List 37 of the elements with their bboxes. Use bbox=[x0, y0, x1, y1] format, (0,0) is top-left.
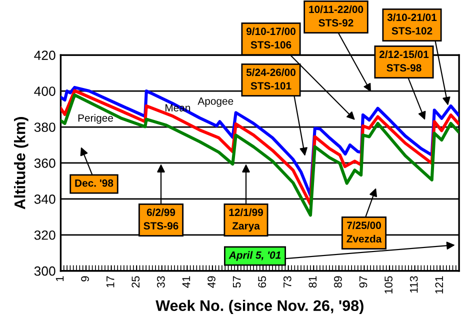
x-tick-label: 73 bbox=[283, 276, 292, 288]
y-tick-label: 320 bbox=[34, 230, 56, 240]
x-tick-label: 105 bbox=[384, 276, 392, 294]
y-tick-label: 340 bbox=[34, 194, 56, 204]
annotation: 7/25/00 Zvezda bbox=[346, 221, 382, 243]
x-tick-label: 65 bbox=[258, 276, 266, 288]
y-tick-label: 400 bbox=[34, 86, 56, 96]
x-tick-label: 89 bbox=[334, 276, 342, 288]
x-tick-label: 9 bbox=[81, 276, 89, 282]
annotation: 12/1/99 Zarya bbox=[229, 208, 263, 232]
annotation: 5/24-26/00 STS-101 bbox=[246, 68, 296, 90]
x-tick-label: 17 bbox=[106, 276, 114, 288]
x-axis-title: Week No. (since Nov. 26, '98) bbox=[156, 300, 364, 314]
x-tick-label: 41 bbox=[182, 276, 190, 288]
text: 10/11-22/00 STS-92 bbox=[309, 5, 364, 27]
annotation: Dec. '98 bbox=[75, 179, 114, 187]
x-tick-label: 1 bbox=[56, 276, 64, 282]
annotation: April 5, '01 bbox=[228, 251, 281, 261]
x-tick-label: 57 bbox=[232, 276, 241, 288]
y-tick-label: 380 bbox=[34, 122, 56, 132]
y-tick-label: 420 bbox=[34, 50, 56, 60]
y-tick-label: 360 bbox=[34, 158, 56, 168]
annotation: 6/2/99 STS-96 bbox=[144, 208, 178, 230]
series-label: Perigee bbox=[78, 114, 113, 124]
x-tick-label: 25 bbox=[132, 276, 140, 288]
x-tick-label: 81 bbox=[308, 276, 317, 288]
x-tick-label: 49 bbox=[208, 276, 216, 288]
x-tick-label: 113 bbox=[410, 276, 418, 293]
y-tick-label: 300 bbox=[34, 266, 56, 276]
series-label: Apogee bbox=[198, 98, 234, 107]
annotation: 2/12-15/01 STS-98 bbox=[379, 50, 429, 72]
x-tick-label: 121 bbox=[435, 276, 443, 294]
x-tick-label: 33 bbox=[156, 276, 165, 288]
y-axis-title: Altitude (km) bbox=[14, 117, 28, 210]
annotation: 3/10-21/01 STS-102 bbox=[387, 13, 437, 35]
x-tick-label: 97 bbox=[359, 276, 368, 288]
text: 9/10-17/00 STS-106 bbox=[246, 27, 296, 49]
